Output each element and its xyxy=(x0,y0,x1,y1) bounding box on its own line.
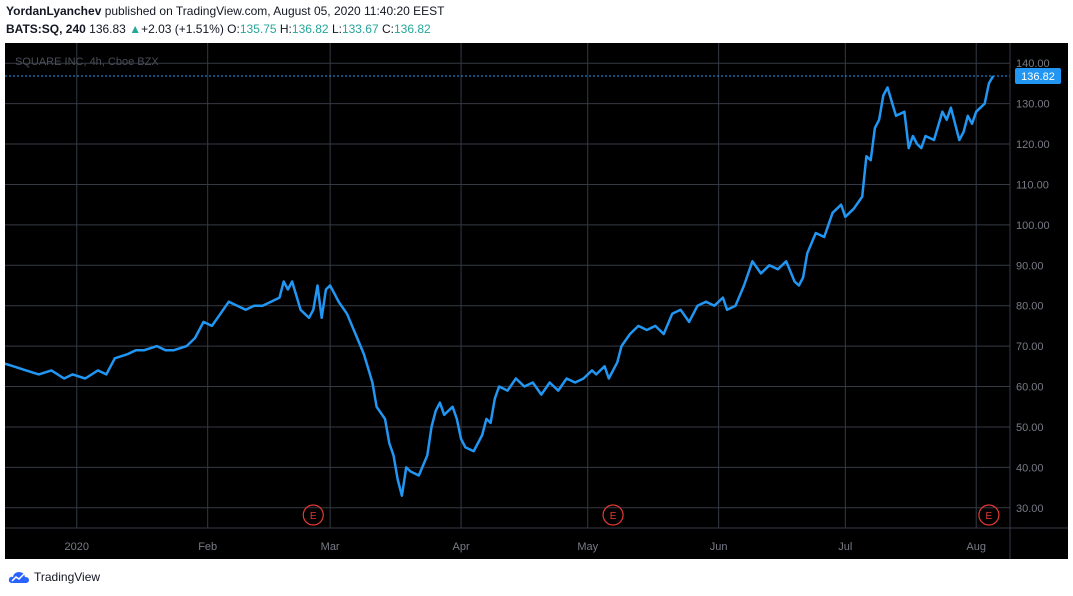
earnings-marker xyxy=(302,504,324,526)
last-price: 136.83 xyxy=(89,22,126,36)
high-label: H: xyxy=(279,22,292,36)
earnings-marker xyxy=(602,504,624,526)
x-tick-label: Mar xyxy=(321,541,340,553)
x-tick-label: Aug xyxy=(966,541,986,553)
open-value: 135.75 xyxy=(239,22,277,36)
y-tick-label: 130.00 xyxy=(1016,99,1050,111)
tradingview-logo[interactable]: TradingView xyxy=(8,568,100,586)
y-tick-label: 70.00 xyxy=(1016,341,1044,353)
current-price-tag: 136.82 xyxy=(1015,68,1061,85)
x-tick-label: Apr xyxy=(452,541,469,553)
earnings-marker-label: E xyxy=(986,511,993,522)
price-series-line xyxy=(0,75,995,497)
low-label: L: xyxy=(331,22,342,36)
time-axis[interactable]: 2020 Feb Mar Apr May Jun Jul Aug xyxy=(5,527,1068,553)
author-name[interactable]: YordanLyanchev xyxy=(6,4,102,18)
price-chart[interactable]: SQUARE INC, 4h, Cboe BZX E E E 30.00 40.00 5… xyxy=(0,43,1068,559)
earnings-marker xyxy=(978,504,1000,526)
earnings-marker-label: E xyxy=(310,511,317,522)
y-tick-label: 90.00 xyxy=(1016,260,1044,272)
y-tick-label: 100.00 xyxy=(1016,220,1050,232)
footer-brand: TradingView xyxy=(34,570,101,584)
current-price-tag-bg xyxy=(1015,68,1061,85)
y-tick-label: 60.00 xyxy=(1016,382,1044,394)
up-arrow-icon: ▲ xyxy=(129,22,142,36)
x-tick-label: 2020 xyxy=(65,541,89,553)
close-label: C: xyxy=(382,22,394,36)
publication-line: YordanLyanchev published on TradingView.… xyxy=(6,4,445,18)
x-tick-label: Jun xyxy=(710,541,728,553)
chart-panel[interactable]: SQUARE INC, 4h, Cboe BZX E E E 30.00 40.00 5… xyxy=(0,43,1068,559)
chart-title: SQUARE INC, 4h, Cboe BZX xyxy=(15,56,159,68)
published-text: published on TradingView.com, August 05,… xyxy=(101,4,445,18)
ohlc-legend: BATS:SQ, 240 136.83 ▲+2.03 (+1.51%) O:13… xyxy=(6,22,431,36)
open-label: O: xyxy=(227,22,240,36)
y-tick-label: 50.00 xyxy=(1016,422,1044,434)
y-tick-label: 120.00 xyxy=(1016,139,1050,151)
low-value: 133.67 xyxy=(341,22,379,36)
earnings-marker-label: E xyxy=(610,511,617,522)
cloud-logo-icon xyxy=(8,572,29,583)
high-value: 136.82 xyxy=(291,22,329,36)
y-tick-label: 30.00 xyxy=(1016,503,1044,515)
price-change: +2.03 (+1.51%) xyxy=(141,22,224,36)
symbol-label: BATS:SQ, 240 xyxy=(6,22,86,36)
y-tick-label: 80.00 xyxy=(1016,301,1044,313)
x-tick-label: Jul xyxy=(838,541,852,553)
current-price-tag-label: 136.82 xyxy=(1021,71,1055,83)
x-tick-label: Feb xyxy=(198,541,217,553)
close-value: 136.82 xyxy=(394,22,431,36)
price-axis[interactable]: 30.00 40.00 50.00 60.00 70.00 80.00 90.00 100.0… xyxy=(1009,43,1050,559)
x-tick-label: May xyxy=(577,541,598,553)
y-tick-label: 110.00 xyxy=(1016,179,1049,191)
grid xyxy=(5,43,1010,528)
y-tick-label: 140.00 xyxy=(1016,58,1050,70)
y-tick-label: 40.00 xyxy=(1016,462,1044,474)
